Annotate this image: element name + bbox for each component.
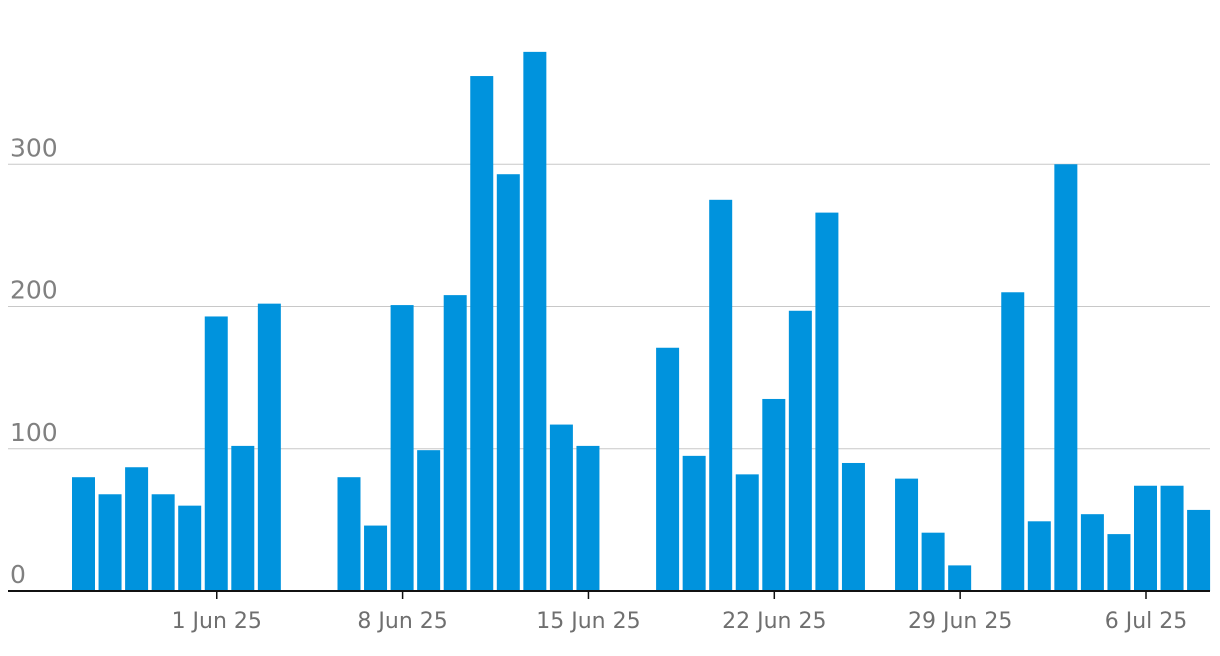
bar-2025-06-23 [788, 310, 812, 591]
bar-2025-07-01 [1001, 292, 1025, 591]
y-tick-label-300: 300 [10, 133, 58, 162]
bar-2025-06-29 [948, 565, 972, 591]
bar-2025-06-02 [231, 445, 255, 591]
x-tick-label-2025-06-15: 15 Jun 25 [536, 609, 640, 634]
bar-2025-06-15 [576, 445, 600, 591]
x-tick-label-2025-06-08: 8 Jun 25 [357, 609, 447, 634]
bar-2025-07-06 [1134, 485, 1157, 591]
bar-2025-06-06 [337, 477, 361, 591]
bar-2025-05-29 [125, 467, 149, 591]
bar-2025-06-18 [656, 347, 680, 591]
bar-2025-06-28 [921, 532, 945, 591]
x-axis-ticks: 1 Jun 25 8 Jun 25 15 Jun 25 22 Jun 25 29 Jun… [172, 591, 1188, 634]
bars [72, 51, 1211, 592]
x-tick-label-2025-06-29: 29 Jun 25 [908, 609, 1012, 634]
bar-2025-05-28 [98, 494, 122, 591]
bar-2025-06-14 [549, 424, 573, 591]
x-tick-label-2025-06-22: 22 Jun 25 [722, 609, 826, 634]
bar-2025-06-20 [709, 199, 733, 591]
bar-2025-05-30 [151, 494, 175, 591]
bar-2025-05-31 [178, 505, 202, 591]
bar-2025-06-22 [762, 398, 786, 591]
bar-2025-06-08 [390, 305, 414, 591]
y-tick-label-100: 100 [10, 418, 58, 447]
bar-2025-06-12 [496, 174, 520, 591]
x-tick-label-2025-07-06: 6 Jul 25 [1105, 609, 1188, 634]
bar-2025-06-10 [443, 295, 467, 591]
bar-2025-06-01 [204, 316, 228, 591]
bar-2025-06-07 [364, 525, 388, 591]
bar-2025-07-08 [1187, 509, 1211, 591]
bar-2025-07-02 [1027, 521, 1051, 591]
y-tick-label-0: 0 [10, 560, 26, 589]
bar-2025-06-21 [735, 474, 759, 591]
bar-2025-07-07 [1160, 485, 1184, 591]
y-tick-label-200: 200 [10, 276, 58, 305]
gridlines [8, 163, 1210, 450]
bar-2025-06-09 [417, 450, 441, 591]
bar-2025-06-13 [523, 51, 547, 592]
x-tick-label-2025-06-01: 1 Jun 25 [172, 609, 262, 634]
bar-2025-06-19 [682, 455, 706, 591]
bar-2025-06-24 [815, 212, 839, 592]
bar-2025-07-05 [1107, 534, 1131, 591]
bar-2025-06-11 [470, 76, 494, 592]
bar-2025-06-27 [895, 478, 919, 591]
bar-2025-05-27 [72, 477, 95, 591]
bar-2025-06-03 [257, 303, 281, 591]
y-axis-tick-labels: 0 100 200 300 [10, 133, 58, 589]
bar-2025-07-03 [1054, 164, 1078, 591]
bar-2025-06-25 [841, 462, 865, 591]
bar-2025-07-04 [1080, 514, 1104, 591]
